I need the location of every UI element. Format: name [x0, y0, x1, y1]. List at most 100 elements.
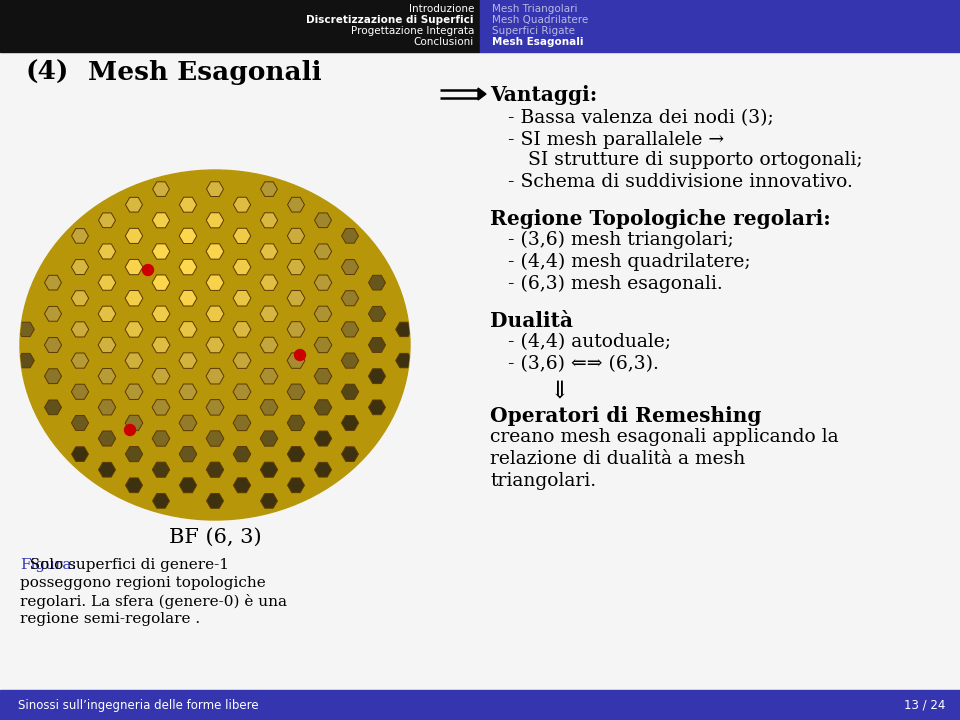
Polygon shape [233, 415, 251, 431]
Polygon shape [126, 197, 142, 212]
Polygon shape [206, 400, 224, 415]
Text: posseggono regioni topologiche: posseggono regioni topologiche [20, 576, 266, 590]
Polygon shape [72, 228, 88, 243]
Polygon shape [179, 353, 197, 369]
Text: - (6,3) mesh esagonali.: - (6,3) mesh esagonali. [508, 275, 723, 293]
Text: ⇓: ⇓ [550, 379, 569, 402]
Polygon shape [396, 354, 412, 368]
Polygon shape [233, 290, 251, 306]
Polygon shape [315, 213, 331, 228]
Polygon shape [260, 306, 278, 322]
Polygon shape [98, 369, 116, 384]
Polygon shape [233, 446, 251, 462]
Polygon shape [126, 228, 143, 243]
Polygon shape [314, 369, 332, 384]
Polygon shape [396, 323, 412, 337]
Polygon shape [206, 337, 224, 353]
Polygon shape [152, 275, 170, 290]
Text: Introduzione: Introduzione [409, 4, 474, 14]
Polygon shape [206, 244, 224, 259]
Polygon shape [152, 337, 170, 353]
Polygon shape [287, 446, 304, 462]
Polygon shape [125, 322, 143, 337]
Polygon shape [71, 384, 88, 400]
Polygon shape [98, 306, 116, 321]
Text: Vantaggi:: Vantaggi: [490, 85, 597, 105]
Polygon shape [99, 462, 115, 477]
Polygon shape [233, 478, 251, 492]
Text: creano mesh esagonali applicando la: creano mesh esagonali applicando la [490, 428, 839, 446]
Polygon shape [287, 259, 305, 275]
Polygon shape [369, 338, 386, 353]
Polygon shape [71, 291, 88, 306]
Polygon shape [233, 322, 251, 337]
Polygon shape [314, 400, 332, 415]
Polygon shape [260, 244, 277, 259]
Polygon shape [180, 446, 197, 462]
Bar [0, 690, 960, 720]
Polygon shape [287, 415, 305, 431]
Polygon shape [98, 338, 116, 353]
Polygon shape [152, 306, 170, 322]
Polygon shape [44, 338, 61, 353]
Text: Operatori di Remeshing: Operatori di Remeshing [490, 405, 761, 426]
Text: Solo superfici di genere-1: Solo superfici di genere-1 [20, 558, 229, 572]
Polygon shape [44, 307, 61, 321]
Polygon shape [206, 275, 224, 290]
Polygon shape [153, 494, 169, 508]
Polygon shape [180, 228, 197, 243]
Polygon shape [342, 415, 359, 431]
Polygon shape [260, 494, 277, 508]
Polygon shape [126, 478, 142, 492]
Polygon shape [206, 369, 224, 384]
Text: BF (6, 3): BF (6, 3) [169, 528, 261, 547]
Polygon shape [98, 431, 115, 446]
Polygon shape [206, 306, 224, 322]
Polygon shape [341, 353, 359, 368]
Text: relazione di dualità a mesh: relazione di dualità a mesh [490, 449, 745, 467]
Polygon shape [287, 197, 304, 212]
Polygon shape [180, 415, 197, 431]
Polygon shape [72, 447, 88, 462]
Polygon shape [153, 462, 170, 477]
Polygon shape [153, 431, 170, 446]
Polygon shape [153, 244, 170, 259]
Polygon shape [315, 462, 331, 477]
Polygon shape [44, 400, 61, 415]
Polygon shape [342, 228, 358, 243]
Polygon shape [98, 400, 116, 415]
Polygon shape [369, 275, 386, 290]
Polygon shape [342, 447, 358, 462]
Polygon shape [206, 431, 224, 446]
Text: Figura:: Figura: [20, 558, 77, 572]
Text: - Bassa valenza dei nodi (3);: - Bassa valenza dei nodi (3); [508, 109, 774, 127]
Polygon shape [179, 322, 197, 337]
Polygon shape [260, 462, 277, 477]
Polygon shape [153, 213, 170, 228]
Polygon shape [260, 182, 277, 197]
Polygon shape [180, 478, 197, 492]
Polygon shape [180, 259, 197, 275]
Polygon shape [314, 338, 332, 353]
Bar [480, 0, 960, 52]
Polygon shape [287, 228, 304, 243]
Text: 13 / 24: 13 / 24 [903, 698, 945, 711]
Polygon shape [369, 400, 386, 415]
Polygon shape [287, 291, 305, 306]
Polygon shape [287, 384, 305, 400]
Polygon shape [17, 323, 35, 337]
Polygon shape [233, 197, 251, 212]
Polygon shape [342, 384, 359, 400]
Polygon shape [342, 260, 359, 274]
Polygon shape [342, 291, 359, 306]
Polygon shape [287, 353, 305, 369]
Polygon shape [260, 369, 278, 384]
Polygon shape [314, 244, 331, 259]
Bar [0, 0, 480, 52]
Text: Mesh Esagonali: Mesh Esagonali [88, 60, 322, 85]
Circle shape [295, 349, 305, 361]
Polygon shape [206, 493, 224, 508]
Text: - (4,4) mesh quadrilatere;: - (4,4) mesh quadrilatere; [508, 253, 751, 271]
Circle shape [142, 264, 154, 276]
Polygon shape [125, 353, 143, 369]
